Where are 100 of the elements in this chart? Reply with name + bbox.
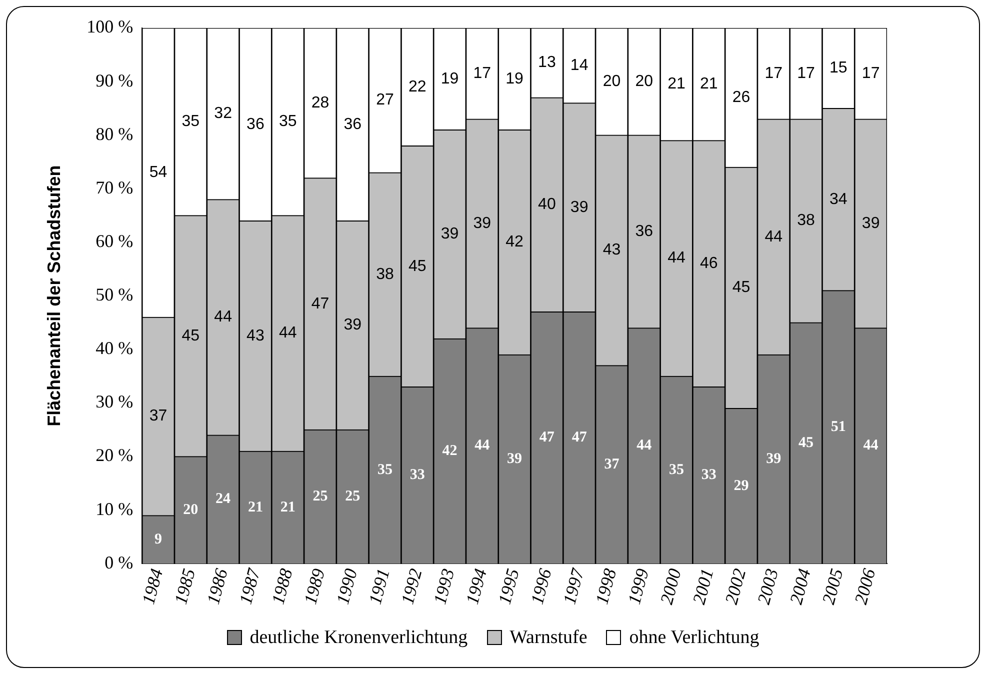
x-tick-label: 1985 <box>170 566 200 606</box>
y-tick-label: 100 % <box>86 16 134 37</box>
x-tick-label: 1995 <box>494 566 523 606</box>
data-label: 15 <box>830 60 848 77</box>
y-tick-label: 40 % <box>96 338 134 358</box>
x-tick-label: 1986 <box>202 566 232 606</box>
data-label: 20 <box>635 72 654 90</box>
y-tick-label: 0 % <box>104 552 134 572</box>
data-label: 39 <box>473 214 492 232</box>
x-tick-label: 1999 <box>624 566 653 606</box>
data-label: 27 <box>376 92 394 109</box>
data-label: 39 <box>862 214 880 232</box>
legend-label: ohne Verlichtung <box>629 626 760 648</box>
data-label: 45 <box>182 327 200 344</box>
x-tick-label: 1994 <box>462 566 491 606</box>
data-label: 26 <box>732 89 750 106</box>
x-tick-label: 1991 <box>364 566 394 606</box>
data-label: 39 <box>570 198 588 216</box>
data-label: 33 <box>410 467 425 484</box>
x-tick-label: 1998 <box>592 566 620 606</box>
data-label: 43 <box>602 242 621 259</box>
data-label: 14 <box>570 56 588 74</box>
y-tick-label: 30 % <box>96 392 134 412</box>
data-label: 25 <box>312 488 328 505</box>
data-label: 45 <box>408 258 426 275</box>
data-label: 45 <box>732 279 750 296</box>
data-label: 39 <box>766 451 782 468</box>
data-label: 9 <box>154 531 162 548</box>
x-tick-label: 2000 <box>656 566 685 606</box>
y-tick-label: 80 % <box>96 124 134 144</box>
y-tick-label: 70 % <box>96 177 134 198</box>
data-label: 39 <box>440 226 459 243</box>
x-tick-label: 1987 <box>235 566 264 606</box>
x-tick-label: 1992 <box>397 566 426 606</box>
x-tick-label: 1997 <box>559 566 588 606</box>
y-tick-label: 60 % <box>96 230 134 251</box>
x-tick-label: 1990 <box>332 566 362 606</box>
data-label: 37 <box>149 408 168 425</box>
data-label: 44 <box>278 324 297 342</box>
data-label: 36 <box>344 116 362 133</box>
data-label: 37 <box>604 456 620 472</box>
data-label: 44 <box>764 228 783 246</box>
data-label: 19 <box>506 70 524 88</box>
data-label: 35 <box>668 462 684 478</box>
data-label: 38 <box>797 212 816 230</box>
data-label: 21 <box>700 76 718 93</box>
data-label: 35 <box>278 113 297 130</box>
data-label: 33 <box>701 467 716 484</box>
data-label: 36 <box>635 222 654 240</box>
data-label: 42 <box>506 234 524 251</box>
data-label: 45 <box>798 434 814 451</box>
x-tick-label: 2003 <box>753 566 782 606</box>
data-label: 39 <box>344 316 362 334</box>
x-tick-label: 2006 <box>850 566 880 606</box>
y-tick-label: 90 % <box>96 70 134 90</box>
data-label: 28 <box>311 94 330 112</box>
data-label: 20 <box>183 502 198 518</box>
data-label: 47 <box>311 295 330 312</box>
x-tick-label: 1989 <box>300 566 329 606</box>
data-label: 17 <box>797 64 816 82</box>
data-label: 36 <box>246 116 264 133</box>
data-label: 39 <box>507 451 522 468</box>
data-label: 44 <box>668 250 686 267</box>
data-label: 44 <box>474 438 490 454</box>
data-label: 35 <box>182 113 200 130</box>
y-tick-label: 10 % <box>96 498 134 519</box>
x-tick-label: 2002 <box>721 566 750 606</box>
y-axis-title: Flächenanteil der Schadstufen <box>44 165 64 426</box>
data-label: 40 <box>538 196 556 214</box>
data-label: 42 <box>442 443 458 460</box>
data-label: 21 <box>668 76 686 93</box>
data-label: 46 <box>700 255 718 272</box>
x-tick-label: 2005 <box>818 566 847 606</box>
data-label: 21 <box>248 499 263 516</box>
y-tick-label: 20 % <box>96 445 134 466</box>
data-label: 44 <box>636 438 652 454</box>
data-label: 38 <box>376 266 394 283</box>
data-label: 24 <box>216 491 232 508</box>
data-label: 17 <box>862 64 880 82</box>
data-label: 13 <box>538 54 556 72</box>
legend-label: Warnstufe <box>510 626 588 648</box>
data-label: 43 <box>246 327 264 344</box>
data-label: 25 <box>345 488 360 505</box>
data-label: 17 <box>473 64 492 82</box>
data-label: 35 <box>378 462 392 478</box>
data-label: 54 <box>149 164 168 182</box>
data-label: 21 <box>280 499 296 516</box>
data-label: 34 <box>830 190 848 208</box>
data-label: 44 <box>863 438 879 454</box>
data-label: 44 <box>214 308 232 326</box>
legend-label: deutliche Kronenverlichtung <box>250 626 468 648</box>
data-label: 51 <box>830 418 846 435</box>
data-label: 20 <box>602 72 621 90</box>
data-label: 47 <box>572 430 588 446</box>
x-tick-label: 2001 <box>688 566 718 606</box>
data-label: 47 <box>539 430 555 446</box>
x-tick-label: 1993 <box>430 566 458 606</box>
data-label: 29 <box>734 478 749 494</box>
x-tick-label: 2004 <box>786 566 814 606</box>
x-tick-label: 1984 <box>138 566 167 606</box>
